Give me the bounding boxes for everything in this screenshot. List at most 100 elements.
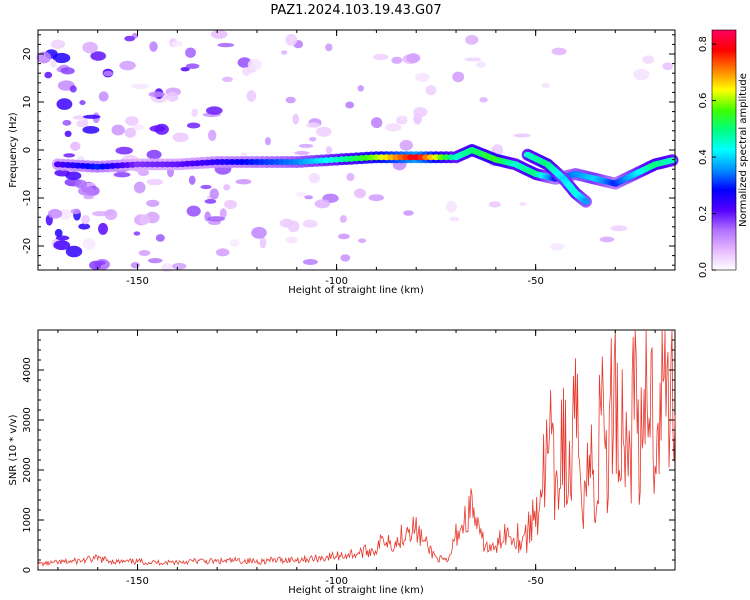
heat-cell [204, 199, 217, 204]
heat-cell [54, 228, 63, 238]
heat-cell [345, 101, 355, 109]
heat-cell [209, 188, 219, 200]
heat-cell [338, 233, 350, 240]
spectrogram-x-label: Height of straight line (km) [288, 285, 424, 296]
heat-cell [445, 200, 457, 213]
spectrogram-y-ticks: -20 -10 0 10 20 [22, 34, 675, 266]
heat-cell [513, 133, 531, 138]
heat-cell [69, 85, 77, 93]
heat-cell [385, 123, 402, 132]
y-tick-label: 1000 [22, 507, 33, 532]
heat-cell [340, 254, 351, 262]
heat-cell [172, 262, 187, 270]
heat-cell [70, 208, 81, 215]
spectrogram-x-ticks: -150 -100 -50 [57, 30, 656, 287]
heat-cell [285, 236, 298, 244]
heat-cell [662, 62, 674, 71]
heat-cell [476, 61, 486, 68]
heat-cell [138, 250, 151, 256]
heat-cell [488, 201, 501, 208]
heat-cell [171, 40, 184, 47]
x-tick-label: -150 [126, 576, 149, 587]
heat-cell [55, 235, 70, 241]
y-tick-label: -20 [22, 238, 33, 254]
heat-cell [113, 172, 131, 178]
heat-cell [130, 262, 140, 269]
heat-cell [104, 209, 118, 221]
branch-core [581, 198, 590, 205]
heat-cell [186, 205, 201, 217]
heat-cell [339, 215, 347, 223]
colorbar-frame [711, 29, 737, 271]
heat-cell [264, 137, 271, 146]
heat-cell [403, 210, 414, 216]
heat-cell [83, 114, 101, 119]
colorbar-tick-label: 0.8 [698, 36, 709, 52]
heat-cell [452, 71, 465, 83]
heat-cell [148, 258, 163, 264]
heat-cell [396, 115, 408, 120]
snr-line [37, 329, 676, 567]
y-tick-label: 2000 [22, 457, 33, 482]
heat-cell [83, 195, 94, 200]
heat-cell [131, 124, 145, 131]
y-tick-label: 10 [22, 96, 33, 109]
heat-cell [309, 136, 317, 142]
heat-cell [372, 54, 389, 61]
heat-cell [90, 51, 106, 61]
heat-cell [98, 91, 109, 102]
heat-cell [79, 100, 86, 106]
heat-cell [302, 259, 318, 265]
heat-cell [172, 132, 189, 143]
colorbar: 0.0 0.2 0.4 0.6 0.8 Normalized spectral ampl… [698, 29, 749, 278]
heat-cell [206, 106, 223, 115]
heat-cell [115, 146, 133, 155]
spectrogram-y-label: Frequency (Hz) [8, 112, 19, 188]
x-tick-label: -150 [126, 276, 149, 287]
heat-cell [208, 129, 217, 141]
heat-cell [464, 57, 482, 62]
heat-cell [78, 223, 91, 230]
heat-cell [215, 248, 230, 257]
heat-cell [63, 153, 76, 158]
heat-cell [200, 184, 212, 190]
heat-cell [166, 91, 179, 102]
heat-cell [58, 209, 72, 220]
heat-cell [44, 71, 52, 79]
snr-y-label: SNR (10 * v/v) [8, 414, 19, 485]
heat-cell [186, 122, 201, 129]
heat-cell [124, 35, 135, 42]
y-tick-label: 4000 [22, 357, 33, 382]
heat-cell [357, 85, 364, 92]
x-tick-label: -50 [527, 276, 543, 287]
heat-cell [541, 82, 550, 89]
snr-panel: -150 -100 -50 0 1000 2000 3000 4000 Height of … [8, 329, 676, 596]
heat-cell [368, 194, 384, 202]
heat-cell [125, 116, 139, 126]
heat-cell [358, 238, 367, 243]
heat-cell [81, 215, 90, 225]
colorbar-label: Normalized spectral amplitude [738, 73, 749, 227]
snr-x-label: Height of straight line (km) [288, 585, 424, 596]
heat-cell [78, 186, 95, 196]
heat-cell [413, 107, 428, 118]
heat-cell [82, 238, 96, 250]
heat-cell [36, 51, 52, 64]
heat-cell [465, 35, 479, 45]
heat-cell [235, 179, 252, 185]
heat-cell [642, 55, 655, 64]
heat-cell [133, 231, 141, 236]
heat-cell [414, 72, 430, 82]
heat-cell [230, 239, 240, 248]
y-tick-label: 20 [22, 48, 33, 61]
y-tick-label: -10 [22, 190, 33, 206]
heat-cell [610, 225, 628, 232]
heat-cell [139, 214, 150, 225]
heat-cell [222, 76, 233, 83]
heat-cell [599, 236, 615, 243]
heat-cell [281, 50, 288, 55]
colorbar-ticks: 0.0 0.2 0.4 0.6 0.8 [698, 36, 716, 278]
heat-cell [60, 67, 75, 75]
heat-cell [103, 70, 114, 77]
heat-cell [304, 195, 314, 200]
